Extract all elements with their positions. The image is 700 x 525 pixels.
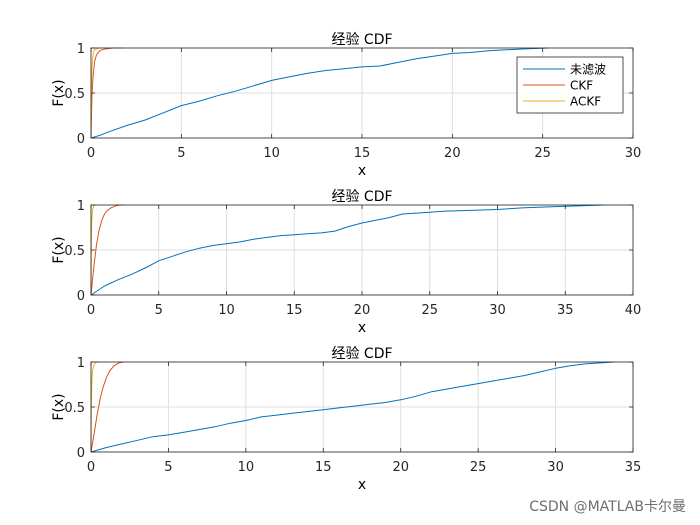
chart-title: 经验 CDF	[331, 32, 392, 48]
x-tick-label: 20	[354, 303, 371, 318]
x-tick-label: 25	[470, 460, 487, 475]
legend-label-2: CKF	[570, 79, 593, 93]
y-tick-label: 1	[77, 356, 85, 371]
y-axis-label: F(x)	[51, 79, 67, 106]
y-tick-label: 0.5	[64, 401, 85, 416]
y-tick-label: 0	[77, 446, 85, 461]
watermark: CSDN @MATLAB卡尔曼	[529, 499, 686, 515]
series-line-1	[90, 361, 615, 453]
x-tick-label: 40	[625, 303, 642, 318]
y-tick-label: 0.5	[64, 244, 85, 259]
x-tick-label: 30	[547, 460, 564, 475]
x-tick-label: 30	[625, 146, 642, 161]
x-tick-label: 25	[421, 303, 438, 318]
x-tick-label: 15	[315, 460, 332, 475]
y-tick-label: 1	[77, 199, 85, 214]
y-tick-label: 0	[77, 132, 85, 147]
x-axis-label: x	[358, 477, 366, 493]
legend-label-1: 未滤波	[570, 63, 606, 77]
legend-label-3: ACKF	[570, 95, 601, 109]
series-line-2	[90, 361, 124, 453]
x-tick-label: 10	[263, 146, 280, 161]
legend: 未滤波 CKF ACKF	[516, 56, 624, 114]
y-axis-label: F(x)	[51, 393, 67, 420]
x-tick-label: 10	[218, 303, 235, 318]
x-tick-label: 10	[238, 460, 255, 475]
x-tick-label: 15	[286, 303, 303, 318]
chart-panel-1: 0 5 10 15 20 25 30 0 0.5 1 经验 CDF x F(x) 未滤波 CKF ACKF	[51, 32, 641, 179]
chart-panel-3: 0 5 10 15 20 25 30 35 0 0.5 1 经验 CDF x F(x)	[51, 346, 641, 493]
x-tick-label: 5	[177, 146, 185, 161]
x-axis-label: x	[358, 163, 366, 179]
x-tick-label: 20	[444, 146, 461, 161]
y-axis-label: F(x)	[51, 236, 67, 263]
series-line-1	[90, 47, 549, 139]
chart-title: 经验 CDF	[331, 346, 392, 362]
y-tick-label: 1	[77, 42, 85, 57]
series-line-2	[90, 204, 124, 296]
x-tick-label: 5	[164, 460, 172, 475]
x-tick-label: 35	[557, 303, 574, 318]
x-axis-label: x	[358, 320, 366, 336]
y-tick-label: 0	[77, 289, 85, 304]
x-tick-label: 0	[87, 460, 95, 475]
x-tick-label: 0	[87, 146, 95, 161]
x-tick-label: 15	[354, 146, 371, 161]
x-tick-label: 0	[87, 303, 95, 318]
x-tick-label: 35	[625, 460, 642, 475]
x-tick-label: 25	[534, 146, 551, 161]
x-tick-label: 20	[392, 460, 409, 475]
x-tick-label: 30	[489, 303, 506, 318]
y-tick-label: 0.5	[64, 87, 85, 102]
x-tick-label: 5	[155, 303, 163, 318]
chart-title: 经验 CDF	[331, 189, 392, 205]
series-line-1	[90, 204, 604, 296]
chart-panel-2: 0 5 10 15 20 25 30 35 40 0 0.5 1 经验 CDF x F(x)	[51, 189, 641, 336]
